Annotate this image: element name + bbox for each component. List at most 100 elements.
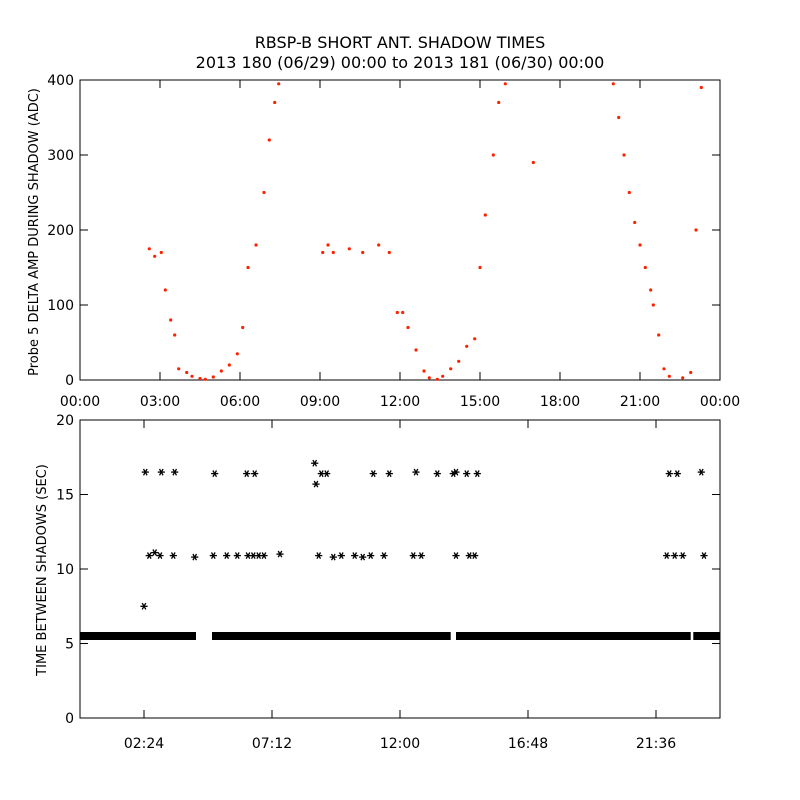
bottom-data-point <box>417 552 425 560</box>
bottom-data-point <box>311 459 319 467</box>
top-data-point <box>633 220 637 225</box>
bottom-data-point <box>700 552 708 560</box>
top-data-point <box>185 370 189 375</box>
top-data-point <box>219 369 223 373</box>
top-y-tick-label: 400 <box>47 73 74 89</box>
bottom-data-point <box>276 550 284 558</box>
chart-title: RBSP-B SHORT ANT. SHADOW TIMES <box>255 33 546 52</box>
top-data-point <box>246 265 250 270</box>
top-data-point <box>262 190 266 195</box>
top-data-point <box>387 250 391 255</box>
top-data-point <box>361 250 365 255</box>
bottom-data-point <box>251 470 259 478</box>
bottom-data-point <box>351 552 359 560</box>
bottom-data-point <box>141 468 149 476</box>
top-data-point <box>321 250 325 255</box>
bottom-data-point <box>697 468 705 476</box>
bottom-data-point <box>369 470 377 478</box>
top-data-point <box>457 359 461 363</box>
baseline-band <box>456 632 691 640</box>
top-data-point <box>667 374 671 378</box>
top-data-point <box>198 376 202 381</box>
bottom-data-point <box>433 470 441 478</box>
baseline-band <box>80 632 196 640</box>
top-data-point <box>326 243 330 247</box>
top-data-point <box>662 367 666 371</box>
top-data-point <box>611 82 615 86</box>
top-data-point <box>163 288 167 292</box>
bottom-data-point <box>337 552 345 560</box>
top-data-point <box>203 377 207 381</box>
top-data-point <box>377 243 381 247</box>
bottom-data-point <box>665 470 673 478</box>
top-data-point <box>622 153 626 157</box>
bottom-plot-ticks: 02:24 07:12 12:00 16:48 21:36 0 5 10 15 20 <box>56 413 720 752</box>
top-data-point <box>422 369 426 373</box>
bottom-data-point <box>145 552 153 560</box>
bottom-data-point <box>157 468 165 476</box>
top-data-point <box>478 265 482 270</box>
top-data-point <box>699 85 703 90</box>
bottom-data-point <box>211 470 219 478</box>
top-data-point <box>401 310 405 315</box>
top-y-tick-label: 200 <box>47 223 74 239</box>
top-data-point <box>147 247 151 251</box>
top-data-point <box>414 348 418 352</box>
top-plot-ticks: 00:00 03:00 06:00 09:00 12:00 15:00 18:00 21:00… <box>47 73 740 410</box>
bottom-x-tick-label: 02:24 <box>124 736 164 752</box>
bottom-x-tick-label: 12:00 <box>380 736 420 752</box>
top-data-point <box>657 333 661 337</box>
bottom-data-point <box>412 468 420 476</box>
bottom-data-point <box>140 602 148 610</box>
top-data-point <box>267 138 271 142</box>
top-data-point <box>427 376 431 380</box>
bottom-y-axis-label: TIME BETWEEN SHADOWS (SEC) <box>35 464 50 677</box>
top-data-point <box>441 374 445 378</box>
bottom-y-tick-label: 15 <box>56 488 74 504</box>
bottom-plot-points <box>80 459 720 640</box>
bottom-data-point <box>671 552 679 560</box>
baseline-band <box>693 632 720 640</box>
bottom-data-point <box>463 470 471 478</box>
top-x-tick-label: 03:00 <box>140 394 180 410</box>
top-data-point <box>689 370 693 375</box>
top-data-point <box>241 325 245 330</box>
top-data-point <box>503 82 507 86</box>
top-x-tick-label: 12:00 <box>380 394 420 410</box>
bottom-data-point <box>329 553 337 561</box>
top-data-point <box>638 243 642 247</box>
bottom-data-point <box>323 470 331 478</box>
top-plot-points <box>147 82 703 381</box>
top-data-point <box>406 325 410 330</box>
top-y-tick-label: 100 <box>47 298 74 314</box>
top-data-point <box>173 333 177 337</box>
top-x-tick-label: 06:00 <box>220 394 260 410</box>
top-data-point <box>681 376 685 380</box>
bottom-y-tick-label: 0 <box>65 711 74 727</box>
top-data-point <box>497 100 501 105</box>
baseline-band <box>212 632 451 640</box>
top-data-point <box>643 265 647 270</box>
top-y-axis-label: Probe 5 DELTA AMP DURING SHADOW (ADC) <box>27 88 42 376</box>
top-data-point <box>649 288 653 292</box>
top-data-point <box>694 228 698 232</box>
bottom-data-point <box>315 552 323 560</box>
top-data-point <box>465 344 469 348</box>
top-data-point <box>235 352 239 356</box>
bottom-plot-frame <box>79 419 721 719</box>
bottom-y-tick-label: 10 <box>56 562 74 578</box>
bottom-data-point <box>452 468 460 476</box>
bottom-data-point <box>380 552 388 560</box>
top-x-tick-label: 09:00 <box>300 394 340 410</box>
bottom-data-point <box>169 552 177 560</box>
top-x-tick-label: 21:00 <box>620 394 660 410</box>
top-data-point <box>331 250 335 255</box>
top-data-point <box>651 303 655 307</box>
bottom-data-point <box>367 552 375 560</box>
top-data-point <box>159 250 163 255</box>
bottom-y-tick-label: 20 <box>56 413 74 429</box>
bottom-data-point <box>156 552 164 560</box>
top-x-tick-label: 15:00 <box>460 394 500 410</box>
top-data-point <box>211 375 215 379</box>
bottom-data-point <box>409 552 417 560</box>
